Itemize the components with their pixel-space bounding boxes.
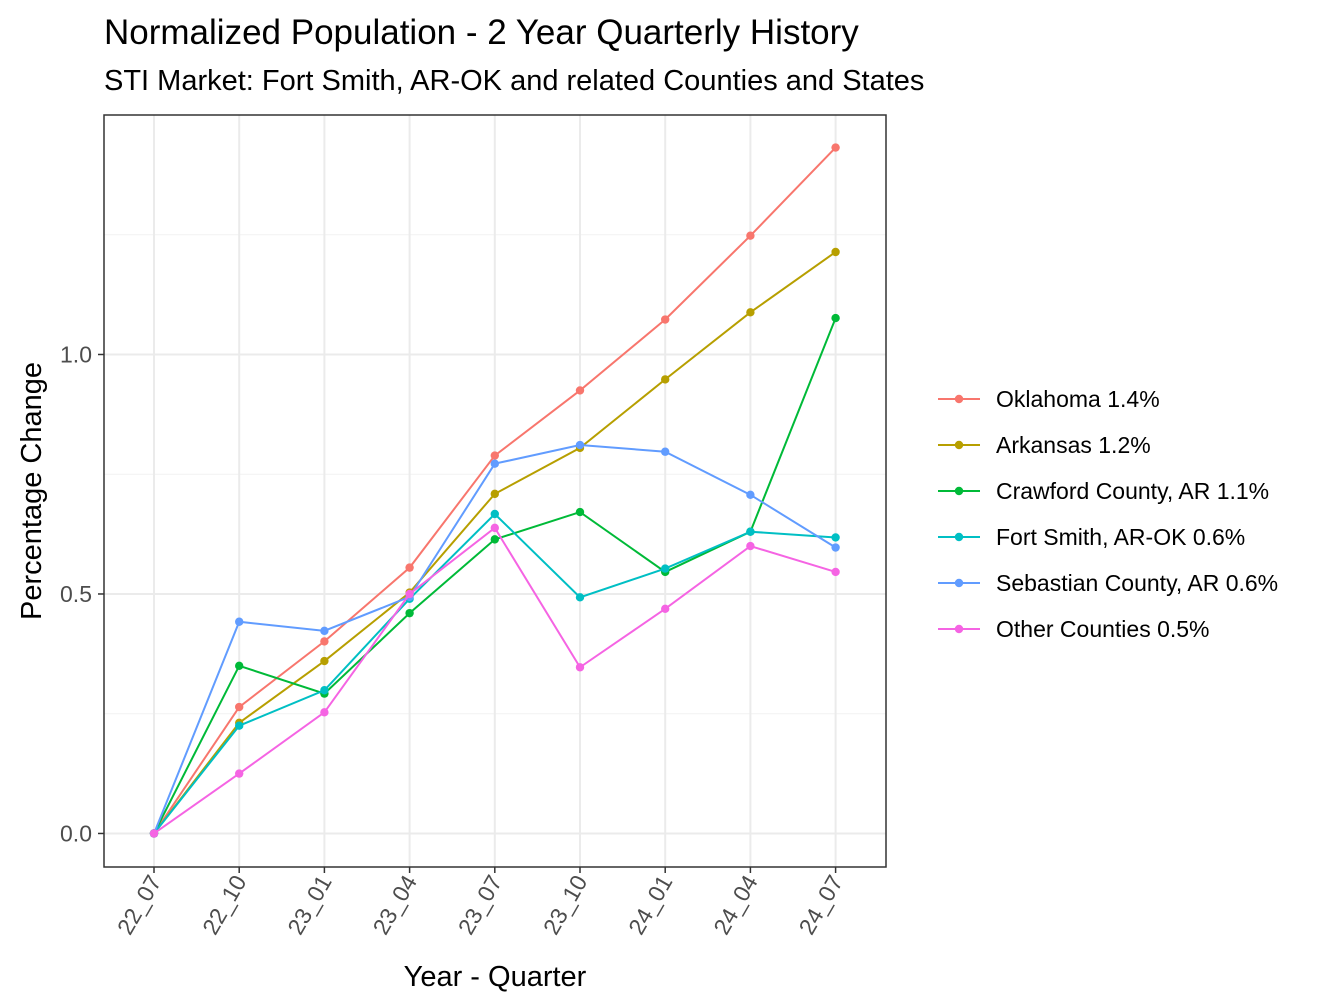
data-point bbox=[490, 523, 499, 533]
data-point bbox=[831, 543, 840, 552]
series-lines bbox=[149, 143, 840, 838]
x-tick-label: 23_07 bbox=[453, 871, 508, 939]
legend-label: Fort Smith, AR-OK 0.6% bbox=[996, 524, 1245, 550]
data-point bbox=[320, 626, 329, 636]
x-tick-label: 23_04 bbox=[367, 870, 422, 939]
data-point bbox=[235, 617, 244, 626]
data-point bbox=[490, 459, 499, 468]
y-tick-label: 0.5 bbox=[60, 581, 92, 607]
data-point bbox=[661, 315, 670, 324]
x-tick-label: 22_10 bbox=[197, 871, 252, 939]
data-point bbox=[661, 447, 670, 456]
chart-title: Normalized Population - 2 Year Quarterly… bbox=[104, 13, 859, 52]
x-tick-label: 24_04 bbox=[708, 870, 763, 939]
legend-label: Crawford County, AR 1.1% bbox=[996, 478, 1269, 504]
legend-item: Arkansas 1.2% bbox=[938, 432, 1151, 458]
data-point bbox=[575, 386, 585, 395]
data-point bbox=[320, 686, 329, 695]
data-point bbox=[235, 702, 244, 712]
plot-area bbox=[103, 114, 887, 868]
y-axis-label: Percentage Change bbox=[16, 362, 48, 620]
legend-key-point bbox=[954, 624, 964, 634]
x-tick-label: 24_07 bbox=[793, 871, 848, 939]
data-point bbox=[661, 564, 670, 573]
x-tick-label: 24_01 bbox=[623, 871, 678, 939]
y-axis: 0.0 0.5 1.0 bbox=[60, 341, 104, 846]
x-axis: 22_07 22_10 23_01 23_04 23_07 23_10 24_01 24_04… bbox=[112, 867, 848, 939]
data-point bbox=[661, 604, 670, 614]
legend-label: Oklahoma 1.4% bbox=[996, 386, 1160, 412]
legend-key-point bbox=[954, 394, 964, 404]
legend: Oklahoma 1.4% Arkansas 1.2% Crawford Count… bbox=[938, 386, 1278, 642]
data-point bbox=[746, 231, 755, 240]
legend-item: Other Counties 0.5% bbox=[938, 616, 1210, 642]
data-point bbox=[320, 637, 329, 646]
data-point bbox=[320, 708, 329, 717]
data-point bbox=[661, 375, 670, 384]
data-point bbox=[405, 589, 414, 599]
data-point bbox=[320, 656, 329, 666]
chart-subtitle: STI Market: Fort Smith, AR-OK and relate… bbox=[104, 65, 924, 97]
legend-item: Fort Smith, AR-OK 0.6% bbox=[938, 524, 1245, 550]
data-point bbox=[831, 533, 840, 542]
data-point bbox=[575, 593, 585, 602]
data-point bbox=[746, 490, 755, 500]
data-point bbox=[831, 247, 840, 257]
legend-label: Sebastian County, AR 0.6% bbox=[996, 570, 1278, 596]
legend-key-point bbox=[954, 578, 964, 588]
y-tick-label: 1.0 bbox=[60, 341, 92, 367]
data-point bbox=[405, 608, 414, 618]
legend-key-point bbox=[954, 532, 964, 542]
x-tick-label: 23_10 bbox=[538, 871, 593, 939]
data-point bbox=[746, 308, 755, 317]
data-point bbox=[746, 541, 755, 551]
legend-item: Crawford County, AR 1.1% bbox=[938, 478, 1269, 504]
data-point bbox=[575, 507, 585, 517]
x-axis-label: Year - Quarter bbox=[404, 961, 587, 993]
data-point bbox=[490, 489, 499, 499]
data-point bbox=[235, 769, 244, 778]
data-point bbox=[831, 567, 840, 577]
legend-item: Oklahoma 1.4% bbox=[938, 386, 1160, 412]
legend-key-point bbox=[954, 486, 964, 496]
data-point bbox=[575, 440, 585, 450]
data-point bbox=[831, 313, 840, 323]
data-point bbox=[235, 721, 244, 730]
data-point bbox=[235, 661, 244, 671]
series-group bbox=[149, 523, 840, 838]
data-point bbox=[405, 563, 414, 572]
data-point bbox=[490, 509, 499, 519]
data-point bbox=[746, 527, 755, 536]
data-point bbox=[149, 829, 159, 838]
legend-item: Sebastian County, AR 0.6% bbox=[938, 570, 1278, 596]
data-point bbox=[490, 451, 499, 460]
y-tick-label: 0.0 bbox=[60, 820, 92, 846]
x-tick-label: 23_01 bbox=[282, 871, 337, 939]
data-point bbox=[831, 143, 840, 152]
legend-key-point bbox=[954, 440, 964, 450]
data-point bbox=[575, 663, 585, 672]
series-group bbox=[149, 143, 840, 838]
legend-label: Other Counties 0.5% bbox=[996, 616, 1210, 642]
legend-label: Arkansas 1.2% bbox=[996, 432, 1151, 458]
data-point bbox=[490, 535, 499, 544]
x-tick-label: 22_07 bbox=[112, 871, 167, 939]
